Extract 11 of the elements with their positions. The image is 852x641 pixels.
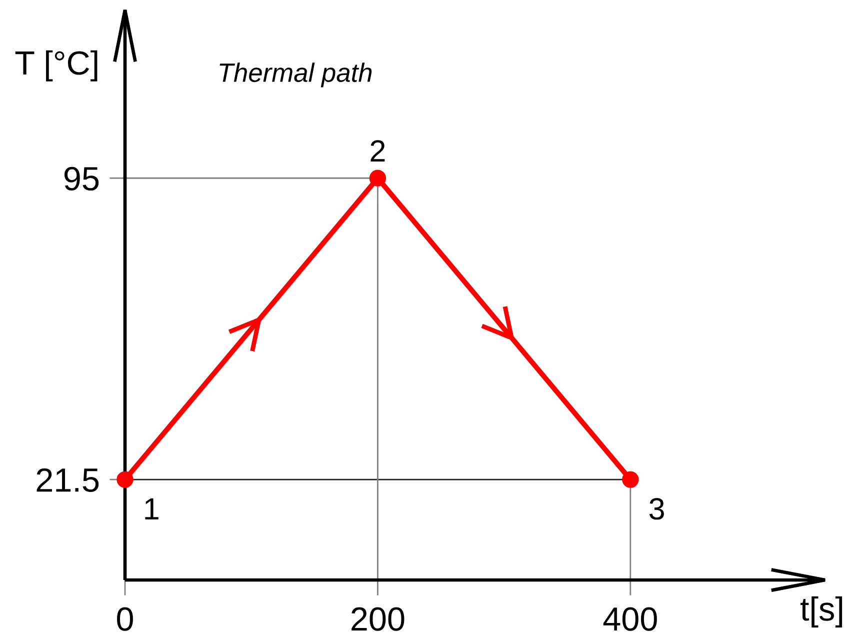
y-axis-title: T [°C] [15,50,98,82]
annotation: 3 [649,498,664,520]
text: Thermal path [220,62,372,88]
x-tick-label: 0 [117,607,133,631]
y-tick-label: 95 [64,166,99,191]
x-tick-label: 200 [352,607,404,631]
x-axis-title: t[s] [800,596,842,628]
y-tick-label: 21.5 [36,468,99,492]
x-tick-label: 400 [603,607,657,631]
annotation: 1 [145,498,158,520]
annotation: 2 [370,140,385,162]
